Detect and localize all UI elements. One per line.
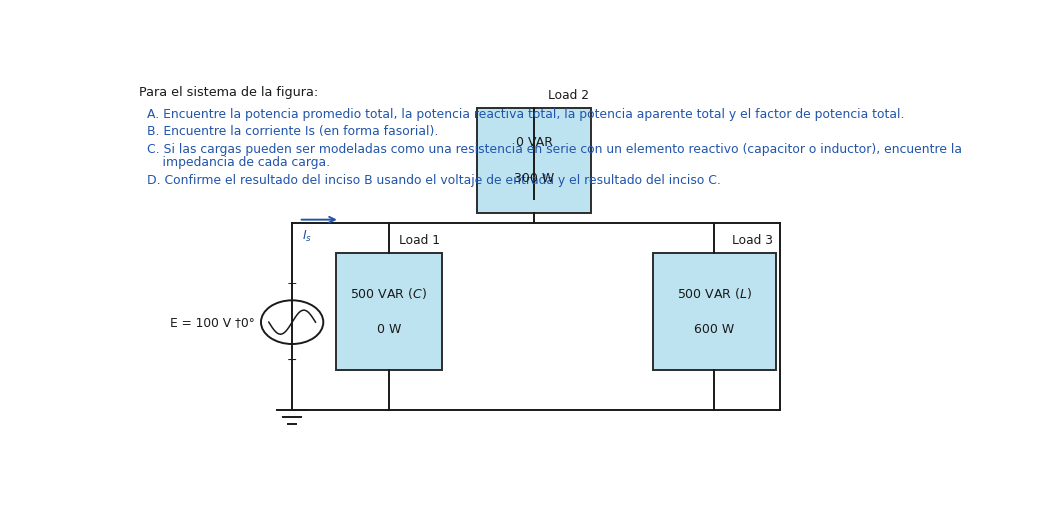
Text: Load 3: Load 3	[732, 234, 773, 247]
Text: Load 1: Load 1	[399, 234, 440, 247]
Text: impedancia de cada carga.: impedancia de cada carga.	[147, 156, 330, 169]
Text: −: −	[287, 354, 297, 367]
Text: 300 W: 300 W	[514, 172, 554, 185]
FancyBboxPatch shape	[653, 253, 776, 370]
Text: C. Si las cargas pueden ser modeladas como una resistencia en serie con un eleme: C. Si las cargas pueden ser modeladas co…	[147, 143, 962, 156]
Text: E = 100 V †0°: E = 100 V †0°	[169, 316, 254, 329]
Text: 0 VAR: 0 VAR	[515, 136, 552, 149]
Text: 600 W: 600 W	[694, 322, 734, 335]
Text: 0 W: 0 W	[377, 322, 401, 335]
Text: Load 2: Load 2	[548, 89, 589, 102]
Text: 500 VAR ($\it{C}$): 500 VAR ($\it{C}$)	[350, 286, 427, 301]
FancyBboxPatch shape	[335, 253, 442, 370]
Text: A. Encuentre la potencia promedio total, la potencia reactiva total, la potencia: A. Encuentre la potencia promedio total,…	[147, 108, 905, 121]
Text: +: +	[287, 278, 297, 291]
Text: Para el sistema de la figura:: Para el sistema de la figura:	[139, 86, 318, 99]
Text: 500 VAR ($\it{L}$): 500 VAR ($\it{L}$)	[677, 286, 752, 301]
Text: $I_s$: $I_s$	[302, 229, 312, 244]
Text: B. Encuentre la corriente Is (en forma fasorial).: B. Encuentre la corriente Is (en forma f…	[147, 125, 438, 138]
Text: D. Confirme el resultado del inciso B usando el voltaje de entrada y el resultad: D. Confirme el resultado del inciso B us…	[147, 174, 720, 187]
FancyBboxPatch shape	[476, 108, 591, 213]
